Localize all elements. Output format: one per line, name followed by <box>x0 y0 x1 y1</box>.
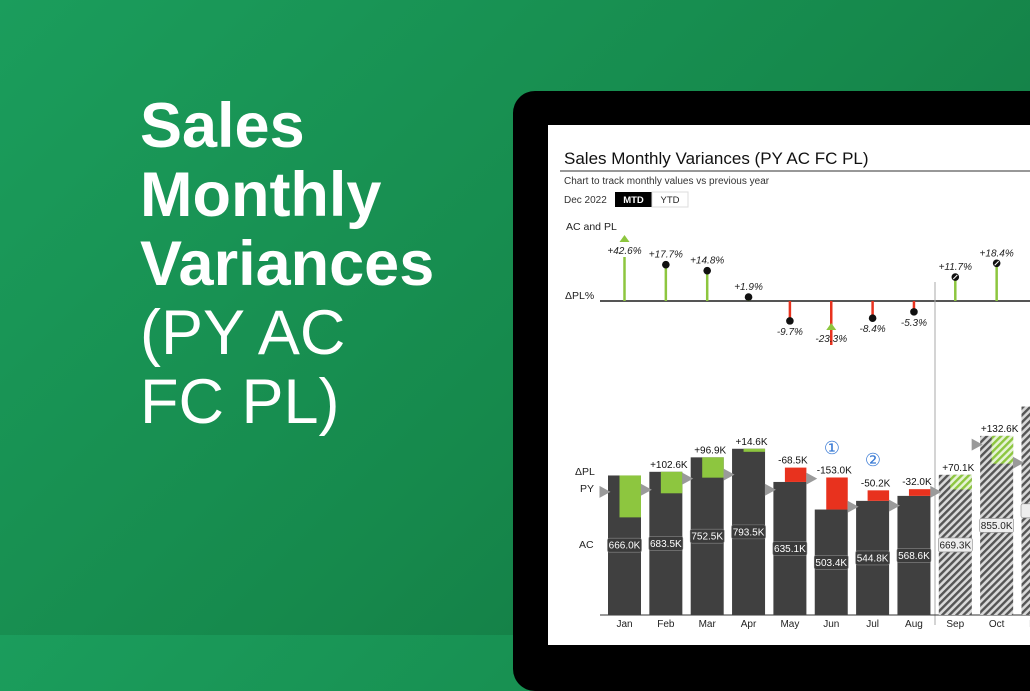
callout-1: ① <box>824 438 840 458</box>
month-label: May <box>780 619 799 630</box>
delta-pl-label: -153.0K <box>817 465 852 476</box>
ac-label: 669.3K <box>939 540 971 551</box>
pct-label: -23.3% <box>815 334 847 345</box>
month-label: Aug <box>905 619 923 630</box>
ac-label: 855.0K <box>981 521 1013 532</box>
dpl-pct-row-label: ΔPL% <box>565 290 594 302</box>
pct-clip-triangle <box>620 235 630 242</box>
delta-pl-label: -50.2K <box>861 478 891 489</box>
pct-dot <box>910 308 918 316</box>
delta-pl-bar <box>868 490 890 501</box>
ac-label: 752.5K <box>691 532 723 543</box>
report-canvas: Sales Monthly Variances (PY AC FC PL) Ch… <box>0 0 1030 635</box>
period-label: Dec 2022 <box>564 195 607 206</box>
pct-dot <box>786 317 794 325</box>
report-title: Sales Monthly Variances (PY AC FC PL) <box>564 149 869 168</box>
dpl-row-label: ΔPL <box>575 466 595 478</box>
ac-label: 635.1K <box>774 544 806 555</box>
callout-2: ② <box>865 450 881 470</box>
pct-dot <box>869 314 877 322</box>
ac-label: 544.8K <box>857 553 889 564</box>
delta-pl-label: +96.9K <box>694 445 726 456</box>
py-row-label: PY <box>580 483 594 495</box>
delta-pl-label: -32.0K <box>902 477 932 488</box>
pct-label: -9.7% <box>777 327 803 338</box>
pct-label: +1.9% <box>734 282 763 293</box>
pct-dot <box>703 267 711 275</box>
month-label: Jun <box>823 619 839 630</box>
pct-label: +14.8% <box>690 256 724 267</box>
pct-dot <box>745 293 753 301</box>
month-label: Sep <box>946 619 964 630</box>
month-label: Apr <box>741 619 757 630</box>
mtd-button[interactable]: MTD <box>615 192 652 207</box>
ytd-button[interactable]: YTD <box>652 192 688 207</box>
delta-pl-bar <box>744 449 766 452</box>
ac-label: 666.0K <box>609 541 641 552</box>
ac-label: 793.5K <box>733 527 765 538</box>
ac-label: 568.6K <box>898 551 930 562</box>
section-label: AC and PL <box>566 221 617 233</box>
ac-row-label: AC <box>579 539 594 551</box>
ac-label-box <box>1021 504 1030 518</box>
ytd-label: YTD <box>661 195 680 206</box>
pct-dot <box>662 261 670 269</box>
delta-pl-label: +14.6K <box>736 437 768 448</box>
delta-pl-label: +102.6K <box>650 460 688 471</box>
delta-pl-bar <box>702 457 724 477</box>
delta-pl-label: -68.5K <box>778 456 808 467</box>
month-label: Jul <box>866 619 879 630</box>
pct-label: +17.7% <box>649 250 683 261</box>
delta-pl-label: +132.6K <box>981 424 1019 435</box>
delta-pl-bar <box>661 472 683 493</box>
pct-label: +18.4% <box>980 248 1014 259</box>
ac-label: 503.4K <box>815 558 847 569</box>
pct-label: -5.3% <box>901 318 927 329</box>
month-label: Oct <box>989 619 1005 630</box>
delta-pl-bar <box>620 475 642 517</box>
delta-pl-bar <box>909 489 931 496</box>
pct-clip-triangle <box>826 323 836 330</box>
pct-label: +11.7% <box>939 262 973 273</box>
delta-pl-bar <box>826 477 848 509</box>
delta-pl-bar <box>950 475 972 490</box>
pct-label: -8.4% <box>860 324 886 335</box>
pct-label: +42.6% <box>607 246 641 257</box>
delta-pl-bar <box>785 468 807 482</box>
ac-label: 683.5K <box>650 539 682 550</box>
delta-pl-bar <box>992 436 1014 464</box>
py-marker <box>806 473 817 485</box>
month-label: Mar <box>699 619 717 630</box>
month-label: Jan <box>616 619 632 630</box>
delta-pl-label: +70.1K <box>942 463 974 474</box>
report-subtitle: Chart to track monthly values vs previou… <box>564 176 770 187</box>
month-label: Feb <box>657 619 675 630</box>
mtd-label: MTD <box>623 195 644 206</box>
